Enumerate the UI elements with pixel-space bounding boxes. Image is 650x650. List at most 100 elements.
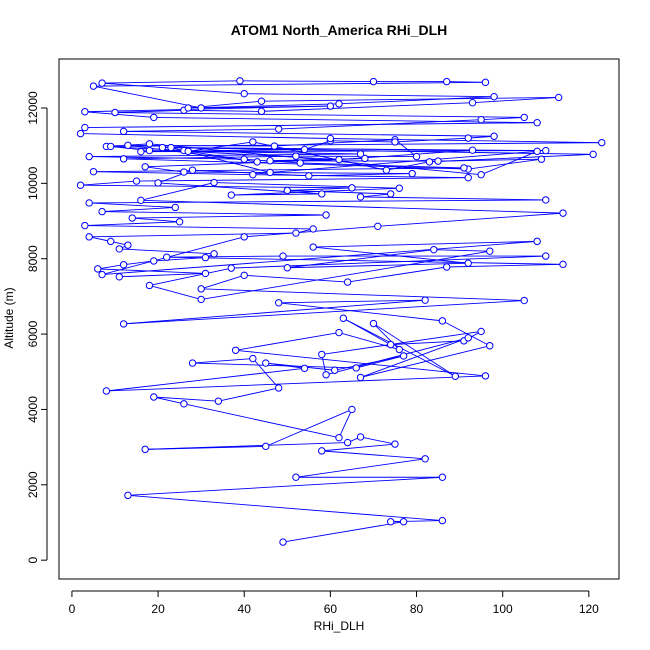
data-point <box>128 214 136 222</box>
data-point <box>162 253 171 261</box>
data-point <box>240 89 248 98</box>
data-point <box>356 150 365 158</box>
series-segment <box>347 266 447 283</box>
data-point <box>460 164 468 172</box>
data-point <box>227 264 236 272</box>
data-point <box>279 252 287 260</box>
series-segment <box>480 150 538 176</box>
series-segment <box>80 180 137 186</box>
data-point <box>227 191 236 199</box>
data-point <box>167 143 175 152</box>
series-segment <box>446 263 564 268</box>
y-tick-label: 12000 <box>26 91 40 125</box>
series-segment <box>188 150 340 161</box>
data-point <box>554 93 563 102</box>
data-point <box>520 296 528 305</box>
series-segment <box>282 521 404 543</box>
data-point <box>305 172 313 180</box>
series-segment <box>244 93 495 98</box>
series-segment <box>166 255 284 258</box>
data-point <box>283 264 292 272</box>
series-segment <box>140 182 215 201</box>
data-point <box>486 342 494 350</box>
x-tick-label: 120 <box>579 602 599 616</box>
series-segment <box>360 196 546 201</box>
data-point <box>137 147 145 156</box>
data-point <box>335 100 343 108</box>
data-point <box>438 473 447 481</box>
series-segment <box>80 184 352 189</box>
series-segment <box>321 443 396 452</box>
data-point <box>395 345 404 354</box>
series-segment <box>153 396 219 402</box>
series-segment <box>136 177 469 182</box>
data-point <box>184 104 192 112</box>
data-point <box>598 138 606 147</box>
data-point <box>111 108 119 117</box>
data-point <box>559 260 567 269</box>
data-point <box>356 433 365 441</box>
data-point <box>309 225 317 233</box>
series-segment <box>192 362 357 369</box>
series-segment <box>153 116 538 124</box>
data-point <box>180 168 188 176</box>
series-segment <box>102 80 240 84</box>
data-point <box>253 158 261 166</box>
data-point <box>279 538 287 546</box>
data-point <box>352 364 360 372</box>
x-tick-label: 0 <box>69 602 76 616</box>
series-segment <box>93 171 253 176</box>
data-point <box>141 163 149 171</box>
data-point <box>115 273 124 281</box>
data-point <box>145 146 154 155</box>
data-point <box>322 371 330 379</box>
data-point <box>520 113 528 122</box>
y-axis: 0 2000 4000 6000 8000 10000 12000 <box>26 91 48 564</box>
data-point <box>421 455 429 463</box>
data-point <box>240 233 248 241</box>
data-point <box>150 113 158 122</box>
data-point <box>343 438 352 447</box>
series-segment <box>321 450 426 460</box>
data-point <box>266 157 274 165</box>
series-segment <box>84 111 154 118</box>
data-point <box>330 366 339 374</box>
data-point <box>335 328 343 337</box>
series-segment <box>252 358 280 389</box>
series-segment <box>93 167 464 173</box>
data-point <box>408 169 416 178</box>
series-segment <box>153 257 206 262</box>
series-segment <box>244 274 348 283</box>
data-point <box>81 221 89 230</box>
series-segment <box>278 302 443 322</box>
data-point <box>438 317 447 325</box>
data-point <box>274 384 283 392</box>
data-point <box>180 400 188 408</box>
data-point <box>94 265 102 273</box>
series-segment <box>300 162 464 169</box>
data-point <box>537 155 546 163</box>
data-point <box>266 168 274 177</box>
data-point <box>490 92 498 101</box>
series-segment <box>472 96 559 104</box>
data-point <box>124 241 132 249</box>
data-point <box>197 104 205 112</box>
series-segment <box>89 199 546 204</box>
data-point <box>300 364 309 373</box>
series-segment <box>89 153 361 158</box>
data-point <box>124 141 132 149</box>
data-point <box>533 118 541 127</box>
plot-frame <box>58 58 620 580</box>
series-segment <box>123 128 279 132</box>
data-point <box>283 186 292 195</box>
y-tick-label: 0 <box>26 557 40 564</box>
data-point <box>201 269 210 278</box>
data-point <box>119 127 128 136</box>
data-point <box>106 237 115 246</box>
series-segment <box>287 262 469 269</box>
series-segment <box>231 255 546 269</box>
series-segment <box>313 246 469 264</box>
series-segment <box>123 130 495 137</box>
series-segment <box>270 150 538 173</box>
